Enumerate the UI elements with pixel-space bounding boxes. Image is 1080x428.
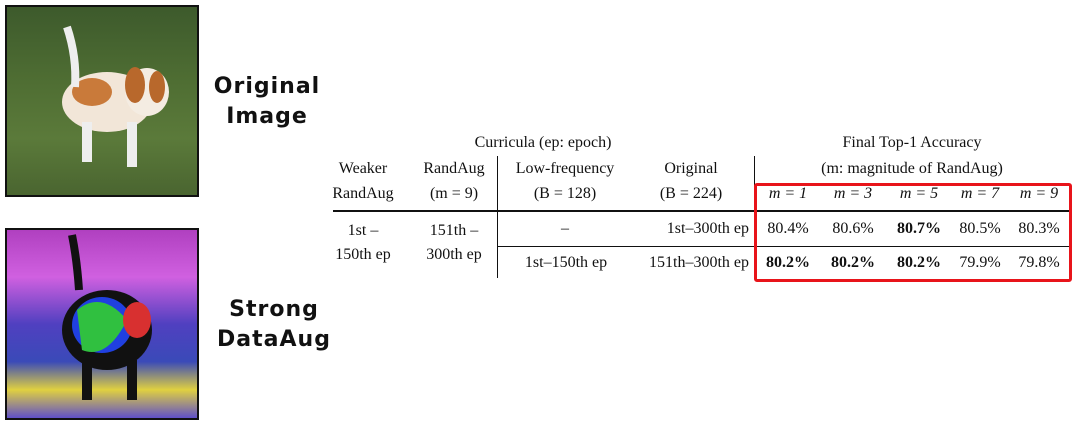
col-lowfreq-1: Low-frequency (515, 160, 615, 177)
accuracy-cell: 80.4% (767, 220, 809, 237)
label-line: DataAug (217, 327, 331, 352)
accuracy-cell: 80.3% (1018, 220, 1060, 237)
row2-lowfreq: 1st–150th ep (524, 254, 608, 271)
row-separator (497, 246, 1071, 247)
randaug-cell-1: 151th – (429, 222, 479, 239)
original-dog-image (5, 5, 199, 197)
row2-original: 151th–300th ep (649, 254, 749, 271)
accuracy-cell: 80.5% (959, 220, 1001, 237)
vertical-divider-1 (497, 156, 498, 278)
weaker-cell-1: 1st – (347, 222, 379, 239)
col-randaug-2: (m = 9) (429, 185, 479, 202)
accuracy-header: Final Top-1 Accuracy (842, 134, 982, 151)
accuracy-cell: 80.2% (831, 254, 875, 271)
col-weaker-1: Weaker (338, 160, 388, 177)
original-image-label: Original Image (214, 72, 320, 132)
highlight-box (754, 183, 1072, 282)
m-header-1: m = 1 (768, 185, 808, 202)
col-lowfreq-2: (B = 128) (533, 185, 597, 202)
augmented-dog-illustration (62, 234, 152, 400)
m-header-3: m = 3 (833, 185, 873, 202)
accuracy-cell: 80.2% (766, 254, 810, 271)
col-randaug-1: RandAug (423, 160, 485, 177)
weaker-cell-2: 150th ep (335, 246, 391, 263)
row1-original: 1st–300th ep (666, 220, 749, 237)
m-header-7: m = 7 (960, 185, 1000, 202)
accuracy-cell: 79.8% (1018, 254, 1060, 271)
m-header-9: m = 9 (1019, 185, 1059, 202)
randaug-cell-2: 300th ep (426, 246, 482, 263)
accuracy-cell: 80.2% (897, 254, 941, 271)
strong-dataaug-label: Strong DataAug (217, 295, 331, 355)
dog-illustration (62, 25, 169, 167)
row1-lowfreq: – (561, 220, 569, 237)
label-line: Strong (229, 297, 319, 322)
header-rule (333, 210, 1071, 212)
label-line: Original (213, 74, 321, 99)
m-header-5: m = 5 (899, 185, 939, 202)
label-line: Image (226, 104, 308, 129)
col-original-1: Original (664, 160, 718, 177)
curricula-header: Curricula (ep: epoch) (474, 134, 612, 151)
accuracy-cell: 79.9% (959, 254, 1001, 271)
col-weaker-2: RandAug (332, 185, 394, 202)
col-original-2: (B = 224) (659, 185, 723, 202)
accuracy-cell: 80.7% (897, 220, 941, 237)
accuracy-cell: 80.6% (832, 220, 874, 237)
accuracy-subheader: (m: magnitude of RandAug) (821, 160, 1003, 177)
augmented-dog-image (5, 228, 199, 420)
